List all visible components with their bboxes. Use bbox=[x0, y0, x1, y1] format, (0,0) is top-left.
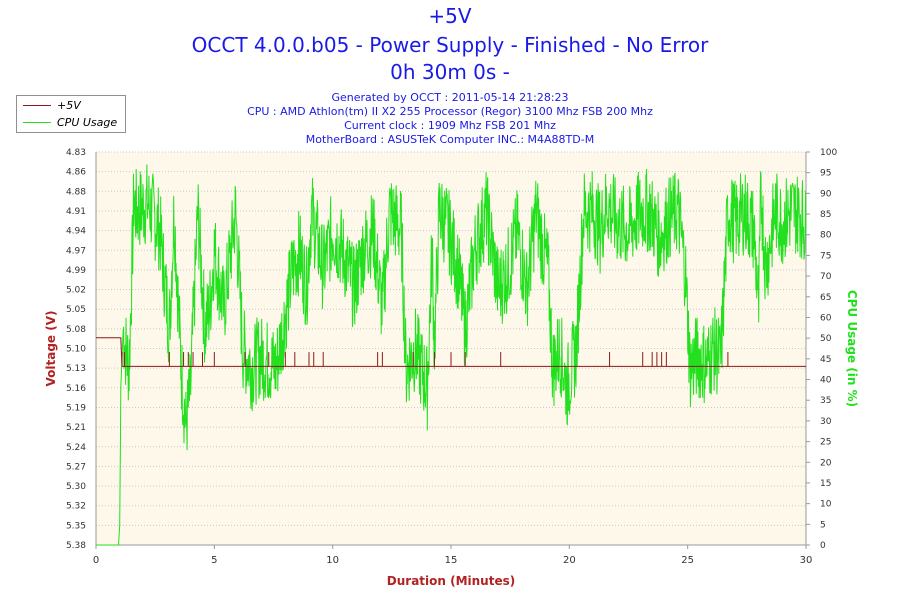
legend-swatch-cpu bbox=[23, 121, 51, 123]
y-right-axis-title: CPU Usage (in %) bbox=[845, 290, 859, 407]
y-right-tick-label: 25 bbox=[820, 438, 831, 448]
x-tick-label: 15 bbox=[445, 555, 458, 566]
y-left-tick-label: 5.16 bbox=[66, 384, 86, 394]
y-left-tick-label: 4.83 bbox=[66, 148, 86, 158]
y-left-tick-label: 5.19 bbox=[66, 403, 86, 413]
y-right-tick-label: 15 bbox=[820, 479, 831, 489]
x-tick-label: 30 bbox=[800, 555, 813, 566]
y-right-tick-label: 5 bbox=[820, 520, 826, 530]
y-left-tick-label: 5.38 bbox=[66, 541, 86, 551]
y-right-tick-label: 10 bbox=[820, 500, 832, 510]
y-right-tick-label: 40 bbox=[820, 376, 832, 386]
y-right-tick-label: 90 bbox=[820, 189, 832, 199]
series-line-voltage bbox=[96, 337, 806, 367]
legend-item-cpu: CPU Usage bbox=[23, 115, 117, 129]
y-right-tick-label: 100 bbox=[820, 148, 837, 158]
y-right-tick-label: 70 bbox=[820, 272, 832, 282]
y-right-tick-label: 0 bbox=[820, 541, 826, 551]
y-left-tick-label: 4.99 bbox=[66, 266, 86, 276]
y-right-tick-label: 30 bbox=[820, 417, 832, 427]
y-left-tick-label: 5.27 bbox=[66, 462, 86, 472]
chart-title: +5V bbox=[428, 4, 472, 28]
y-left-tick-label: 5.21 bbox=[66, 423, 86, 433]
y-right-tick-label: 75 bbox=[820, 251, 831, 261]
y-left-tick-label: 5.10 bbox=[66, 345, 86, 355]
y-left-tick-label: 4.97 bbox=[66, 246, 86, 256]
legend: +5V CPU Usage bbox=[16, 95, 126, 133]
y-left-tick-label: 5.13 bbox=[66, 364, 86, 374]
y-right-tick-label: 35 bbox=[820, 396, 831, 406]
chart-duration: 0h 30m 0s - bbox=[390, 60, 510, 84]
y-left-tick-label: 5.30 bbox=[66, 482, 86, 492]
y-left-tick-label: 4.86 bbox=[66, 168, 86, 178]
y-left-tick-label: 5.02 bbox=[66, 286, 86, 296]
y-right-tick-label: 80 bbox=[820, 231, 832, 241]
y-right-tick-label: 20 bbox=[820, 458, 832, 468]
y-left-tick-label: 5.08 bbox=[66, 325, 86, 335]
y-left-tick-label: 5.05 bbox=[66, 305, 86, 315]
chart-subtitle: OCCT 4.0.0.b05 - Power Supply - Finished… bbox=[191, 33, 709, 57]
x-axis-title: Duration (Minutes) bbox=[387, 574, 515, 588]
legend-item-voltage: +5V bbox=[23, 98, 81, 112]
y-right-tick-label: 60 bbox=[820, 313, 832, 323]
y-left-tick-label: 5.35 bbox=[66, 521, 86, 531]
x-tick-label: 5 bbox=[211, 555, 217, 566]
y-right-tick-label: 95 bbox=[820, 169, 831, 179]
y-right-tick-label: 45 bbox=[820, 355, 831, 365]
y-left-tick-label: 5.24 bbox=[66, 443, 86, 453]
y-left-tick-label: 4.88 bbox=[66, 187, 86, 197]
info-generated: Generated by OCCT : 2011-05-14 21:28:23 bbox=[331, 91, 569, 104]
x-tick-label: 20 bbox=[563, 555, 576, 566]
x-tick-label: 0 bbox=[93, 555, 99, 566]
info-cpu: CPU : AMD Athlon(tm) II X2 255 Processor… bbox=[247, 105, 653, 118]
x-tick-label: 10 bbox=[326, 555, 339, 566]
y-left-tick-label: 5.32 bbox=[66, 502, 86, 512]
x-tick-label: 25 bbox=[681, 555, 694, 566]
info-motherboard: MotherBoard : ASUSTeK Computer INC.: M4A… bbox=[305, 133, 595, 146]
legend-swatch-voltage bbox=[23, 104, 51, 106]
y-right-tick-label: 50 bbox=[820, 334, 832, 344]
y-left-tick-label: 4.91 bbox=[66, 207, 86, 217]
y-left-axis-title: Voltage (V) bbox=[44, 311, 58, 387]
y-right-tick-label: 65 bbox=[820, 293, 831, 303]
info-clock: Current clock : 1909 Mhz FSB 201 Mhz bbox=[344, 119, 556, 132]
legend-label-cpu: CPU Usage bbox=[57, 115, 118, 129]
y-left-tick-label: 4.94 bbox=[66, 227, 86, 237]
y-right-tick-label: 85 bbox=[820, 210, 831, 220]
legend-label-voltage: +5V bbox=[57, 98, 81, 112]
series-line-cpu-usage bbox=[96, 164, 807, 546]
